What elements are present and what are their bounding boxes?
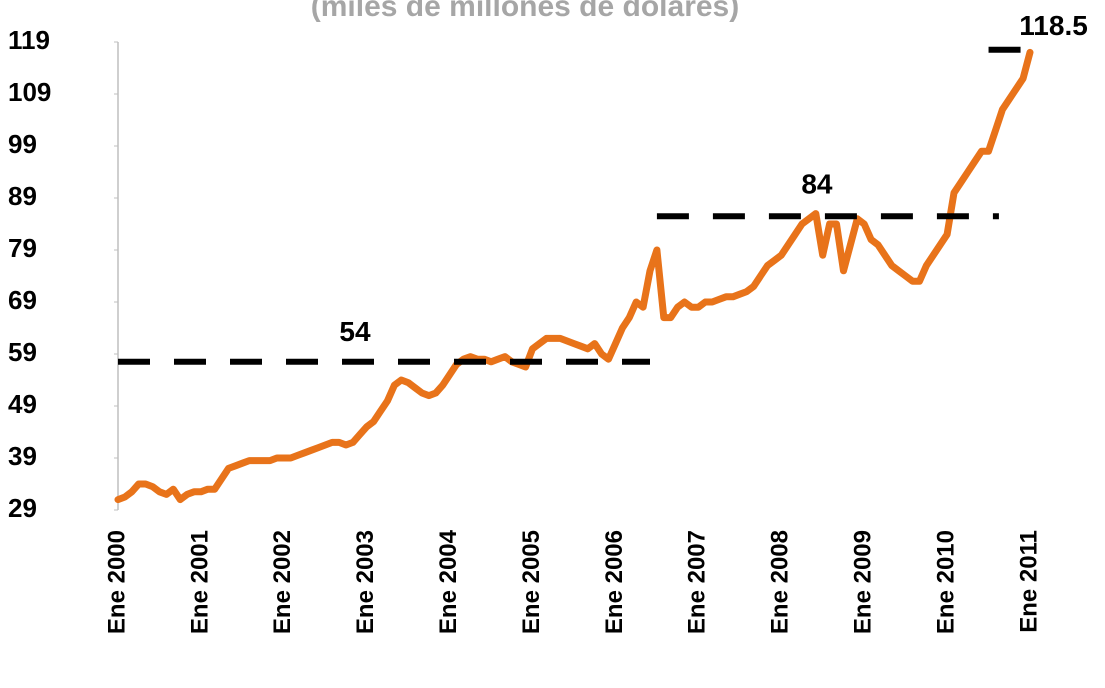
x-tick-label: Ene 2005 xyxy=(518,530,545,634)
x-tick-label: Ene 2001 xyxy=(186,530,213,634)
x-tick-label: Ene 2010 xyxy=(932,530,959,634)
x-tick-label: Ene 2007 xyxy=(684,530,711,634)
y-tick-label: 89 xyxy=(8,181,37,211)
x-tick-label: Ene 2004 xyxy=(435,529,462,634)
y-tick-label: 59 xyxy=(8,337,37,367)
x-tick-label: Ene 2006 xyxy=(601,530,628,634)
y-tick-label: 79 xyxy=(8,233,37,263)
y-tick-label: 69 xyxy=(8,285,37,315)
y-tick-label: 99 xyxy=(8,129,37,159)
reference-label: 84 xyxy=(801,169,833,200)
y-tick-label: 39 xyxy=(8,441,37,471)
x-tick-label: Ene 2008 xyxy=(767,530,794,634)
data-line xyxy=(114,48,1034,504)
y-tick-label: 29 xyxy=(8,493,37,523)
x-tick-label: Ene 2000 xyxy=(103,530,130,634)
x-tick-label: Ene 2011 xyxy=(1015,530,1042,633)
y-tick-label: 109 xyxy=(8,77,51,107)
x-tick-label: Ene 2009 xyxy=(850,530,877,634)
reference-label: 118.5 xyxy=(1019,10,1088,41)
x-tick-label: Ene 2003 xyxy=(352,530,379,634)
reference-label: 54 xyxy=(339,316,371,347)
x-tick-label: Ene 2002 xyxy=(269,530,296,634)
y-tick-label: 49 xyxy=(8,389,37,419)
y-tick-label: 119 xyxy=(8,25,50,55)
chart-title: (miles de millones de dólares) xyxy=(311,0,739,23)
